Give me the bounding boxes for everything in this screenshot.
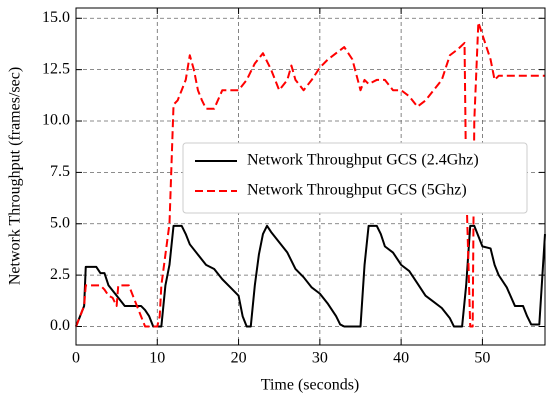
y-axis-label: Network Throughput (frames/sec) [7,67,24,285]
y-tick-label: 5.0 [50,214,70,231]
y-tick-label: 2.5 [50,266,70,283]
x-axis-label: Time (seconds) [261,377,360,394]
data-line [75,224,546,328]
legend-box [182,142,528,214]
data-line [75,21,545,328]
y-tick-label: 10.0 [42,112,70,129]
plot-frame [75,7,546,346]
x-tick-label: 20 [231,350,247,367]
x-tick-label: 30 [312,350,328,367]
x-tick-label: 40 [393,350,409,367]
x-tick-label: 50 [474,350,490,367]
y-tick-label: 0.0 [50,317,70,334]
y-tick-label: 12.5 [42,60,70,77]
y-tick-label: 15.0 [42,9,70,26]
x-tick-label: 0 [72,350,80,367]
legend-label: Network Throughput GCS (5Ghz) [247,182,467,199]
x-tick-label: 10 [149,350,165,367]
legend-label: Network Throughput GCS (2.4Ghz) [247,152,479,169]
y-tick-label: 7.5 [50,163,70,180]
